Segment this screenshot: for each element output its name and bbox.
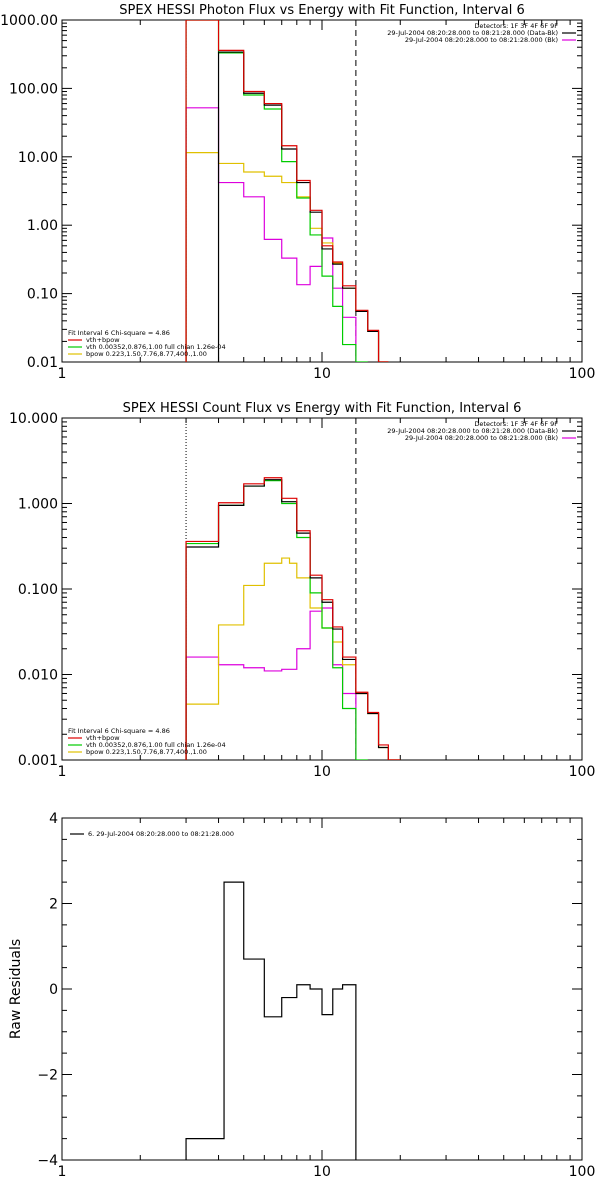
legend-bottomleft-entry: vth+bpow	[86, 734, 120, 742]
count-flux-panel: SPEX HESSI Count Flux vs Energy with Fit…	[9, 401, 595, 780]
series-fit-line	[185, 477, 401, 760]
y-tick-label: 100.00	[9, 81, 58, 97]
y-tick-label: 0.100	[18, 582, 58, 598]
legend-bottomleft-entry: Fit Interval 6 Chi-square = 4.86	[68, 727, 170, 735]
chart-title: SPEX HESSI Photon Flux vs Energy with Fi…	[119, 3, 525, 18]
legend-topright-entry: Detectors: 1F 3F 4F 6F 9F	[474, 420, 558, 428]
series-vth-line	[185, 20, 368, 362]
legend-bottomleft-entry: Fit Interval 6 Chi-square = 4.86	[68, 329, 170, 337]
legend-topright-entry: Detectors: 1F 3F 4F 6F 9F	[474, 22, 558, 30]
y-tick-label: 4	[49, 811, 58, 827]
x-tick-label: 10	[313, 764, 331, 780]
x-tick-label: 100	[569, 366, 596, 382]
series-bpow-line	[185, 557, 401, 760]
legend-bottomleft-entry: vth 0.00352,0.876,1.00 full chian 1.26e-…	[86, 343, 226, 351]
y-tick-label: 10.000	[9, 411, 58, 427]
series-bpow-line	[185, 152, 389, 362]
chart-title: SPEX HESSI Count Flux vs Energy with Fit…	[123, 401, 522, 416]
x-tick-label: 100	[569, 1164, 596, 1180]
legend-topleft-entry: 6. 29-Jul-2004 08:20:28.000 to 08:21:28.…	[88, 830, 234, 838]
y-axis-label: Raw Residuals	[8, 939, 24, 1039]
y-tick-label: 0.010	[18, 668, 58, 684]
y-tick-label: 0.01	[27, 355, 58, 371]
series-total-line	[217, 51, 389, 362]
series-vth-line	[185, 480, 368, 760]
x-tick-label: 1	[58, 764, 67, 780]
series-bk-line	[185, 607, 357, 760]
series-group	[185, 20, 389, 362]
x-tick-label: 1	[58, 1164, 67, 1180]
legend-topright-entry: 29-Jul-2004 08:20:28.000 to 08:21:28.000…	[387, 427, 558, 435]
y-tick-label: 0.001	[18, 753, 58, 769]
series-total-line	[185, 881, 357, 1160]
series-bk-line	[185, 107, 357, 362]
series-fit-line	[185, 20, 389, 362]
y-tick-label: 2	[49, 897, 58, 913]
legend-topright-entry: 29-Jul-2004 08:20:28.000 to 08:21:28.000…	[405, 36, 558, 44]
y-tick-label: 0.10	[27, 287, 58, 303]
legend-bottomleft-entry: vth+bpow	[86, 336, 120, 344]
y-tick-label: −4	[37, 1153, 58, 1169]
legend-topright-entry: 29-Jul-2004 08:20:28.000 to 08:21:28.000…	[405, 434, 558, 442]
x-tick-label: 10	[313, 366, 331, 382]
legend-topright-entry: 29-Jul-2004 08:20:28.000 to 08:21:28.000…	[387, 29, 558, 37]
y-tick-label: 1.000	[18, 497, 58, 513]
series-group	[185, 477, 401, 760]
legend-bottomleft-entry: bpow 0.223,1.50,7.76,8.77,400.,1.00	[86, 748, 207, 756]
y-tick-label: 10.00	[18, 150, 58, 166]
legend-bottomleft-entry: vth 0.00352,0.876,1.00 full chian 1.26e-…	[86, 741, 226, 749]
y-tick-label: 0	[49, 982, 58, 998]
legend-bottomleft-entry: bpow 0.223,1.50,7.76,8.77,400.,1.00	[86, 350, 207, 358]
x-tick-label: 100	[569, 764, 596, 780]
residuals-panel: 1 10 100 4 2 0 −2 −4 Raw Residuals 6. 29-Jul-2004…	[8, 811, 595, 1180]
y-tick-label: 1.00	[27, 218, 58, 234]
y-tick-label: −2	[37, 1068, 58, 1084]
y-tick-label: 1000.00	[0, 13, 58, 29]
x-tick-label: 1	[58, 366, 67, 382]
plot-frame	[61, 19, 583, 363]
series-group	[185, 881, 357, 1160]
photon-flux-panel: SPEX HESSI Photon Flux vs Energy with Fi…	[0, 3, 595, 382]
x-tick-label: 10	[313, 1164, 331, 1180]
